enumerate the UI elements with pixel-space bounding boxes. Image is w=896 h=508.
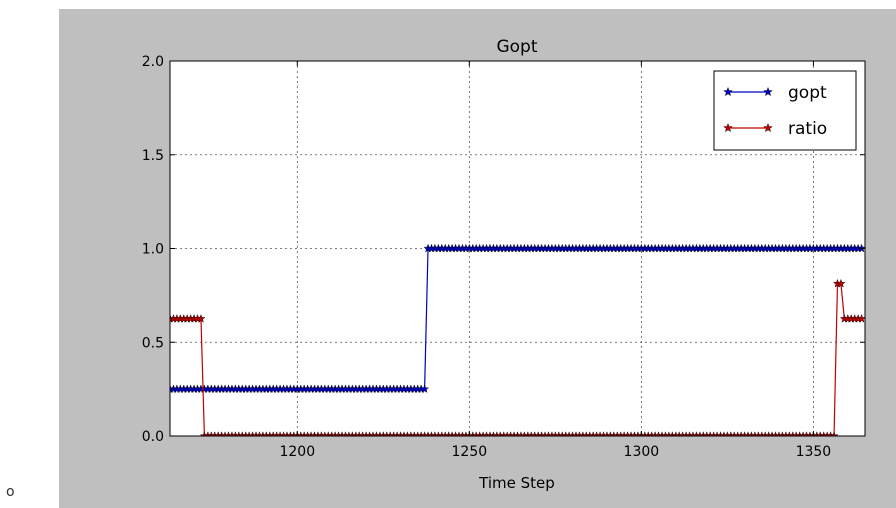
y-tick-label: 0.5 <box>142 335 164 351</box>
series-ratio <box>170 278 865 436</box>
data-point-ratio <box>196 314 206 323</box>
y-tick-label: 1.0 <box>142 242 164 258</box>
series-layer <box>170 243 865 436</box>
data-point-gopt <box>420 384 430 393</box>
data-point-ratio <box>829 431 839 436</box>
legend-label-ratio: ratio <box>788 119 827 139</box>
legend-marker <box>723 122 733 133</box>
legend: gopt ratio <box>713 70 857 151</box>
legend-marker <box>723 86 733 97</box>
legend-item-ratio: ratio <box>723 119 827 139</box>
x-tick-label: 1300 <box>624 444 660 460</box>
y-tick-label: 1.5 <box>142 148 164 164</box>
legend-label-gopt: gopt <box>788 83 827 103</box>
axis-ticks: 1200 1250 1300 1350 0.0 0.5 1.0 1.5 2.0 <box>142 54 865 460</box>
y-tick-label: 0.0 <box>142 429 164 445</box>
corner-mark: o <box>6 484 15 500</box>
legend-marker <box>763 86 773 97</box>
legend-box <box>713 70 857 151</box>
x-tick-label: 1200 <box>279 444 315 460</box>
legend-item-gopt: gopt <box>723 83 827 103</box>
x-axis-label: Time Step <box>478 474 555 492</box>
y-tick-label: 2.0 <box>142 54 164 70</box>
x-tick-label: 1250 <box>452 444 488 460</box>
chart-title: Gopt <box>496 37 537 57</box>
x-tick-label: 1350 <box>796 444 832 460</box>
series-gopt <box>170 243 865 393</box>
legend-marker <box>763 122 773 133</box>
data-point-ratio <box>836 278 846 288</box>
